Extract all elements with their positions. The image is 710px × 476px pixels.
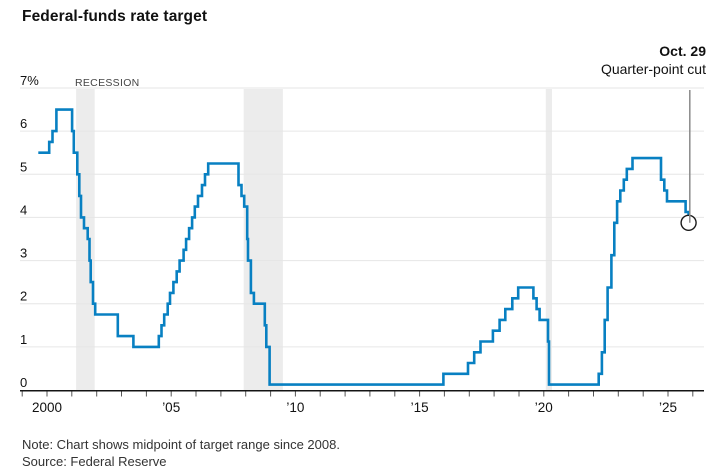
x-tick-label: ’20 [535, 400, 553, 415]
y-tick-label: 7% [20, 73, 39, 88]
y-tick-label: 4 [20, 202, 27, 217]
rate-line [38, 108, 690, 386]
y-tick-label: 6 [20, 116, 27, 131]
recession-band [545, 89, 552, 390]
chart-source: Source: Federal Reserve [22, 454, 167, 469]
chart-title: Federal-funds rate target [22, 8, 208, 25]
endpoint-marker [680, 214, 697, 232]
y-tick-label: 0 [20, 375, 27, 390]
recession-band [243, 89, 283, 390]
x-tick-label: ’25 [659, 400, 677, 415]
y-tick-label: 2 [20, 289, 27, 304]
x-tick-label: ’10 [286, 400, 304, 415]
y-tick-label: 3 [20, 246, 27, 261]
x-tick-label: 2000 [32, 400, 62, 415]
recession-label: RECESSION [75, 77, 140, 89]
y-tick-label: 1 [20, 332, 27, 347]
x-tick-label: ’05 [162, 400, 180, 415]
x-tick-label: ’15 [411, 400, 429, 415]
annotation-date: Oct. 29 [659, 43, 706, 59]
annotation-text: Quarter-point cut [600, 61, 706, 77]
annotation-callout: Oct. 29 Quarter-point cut [601, 42, 706, 78]
chart-note: Note: Chart shows midpoint of target ran… [22, 437, 340, 452]
recession-band [76, 89, 95, 390]
y-tick-label: 5 [20, 159, 27, 174]
